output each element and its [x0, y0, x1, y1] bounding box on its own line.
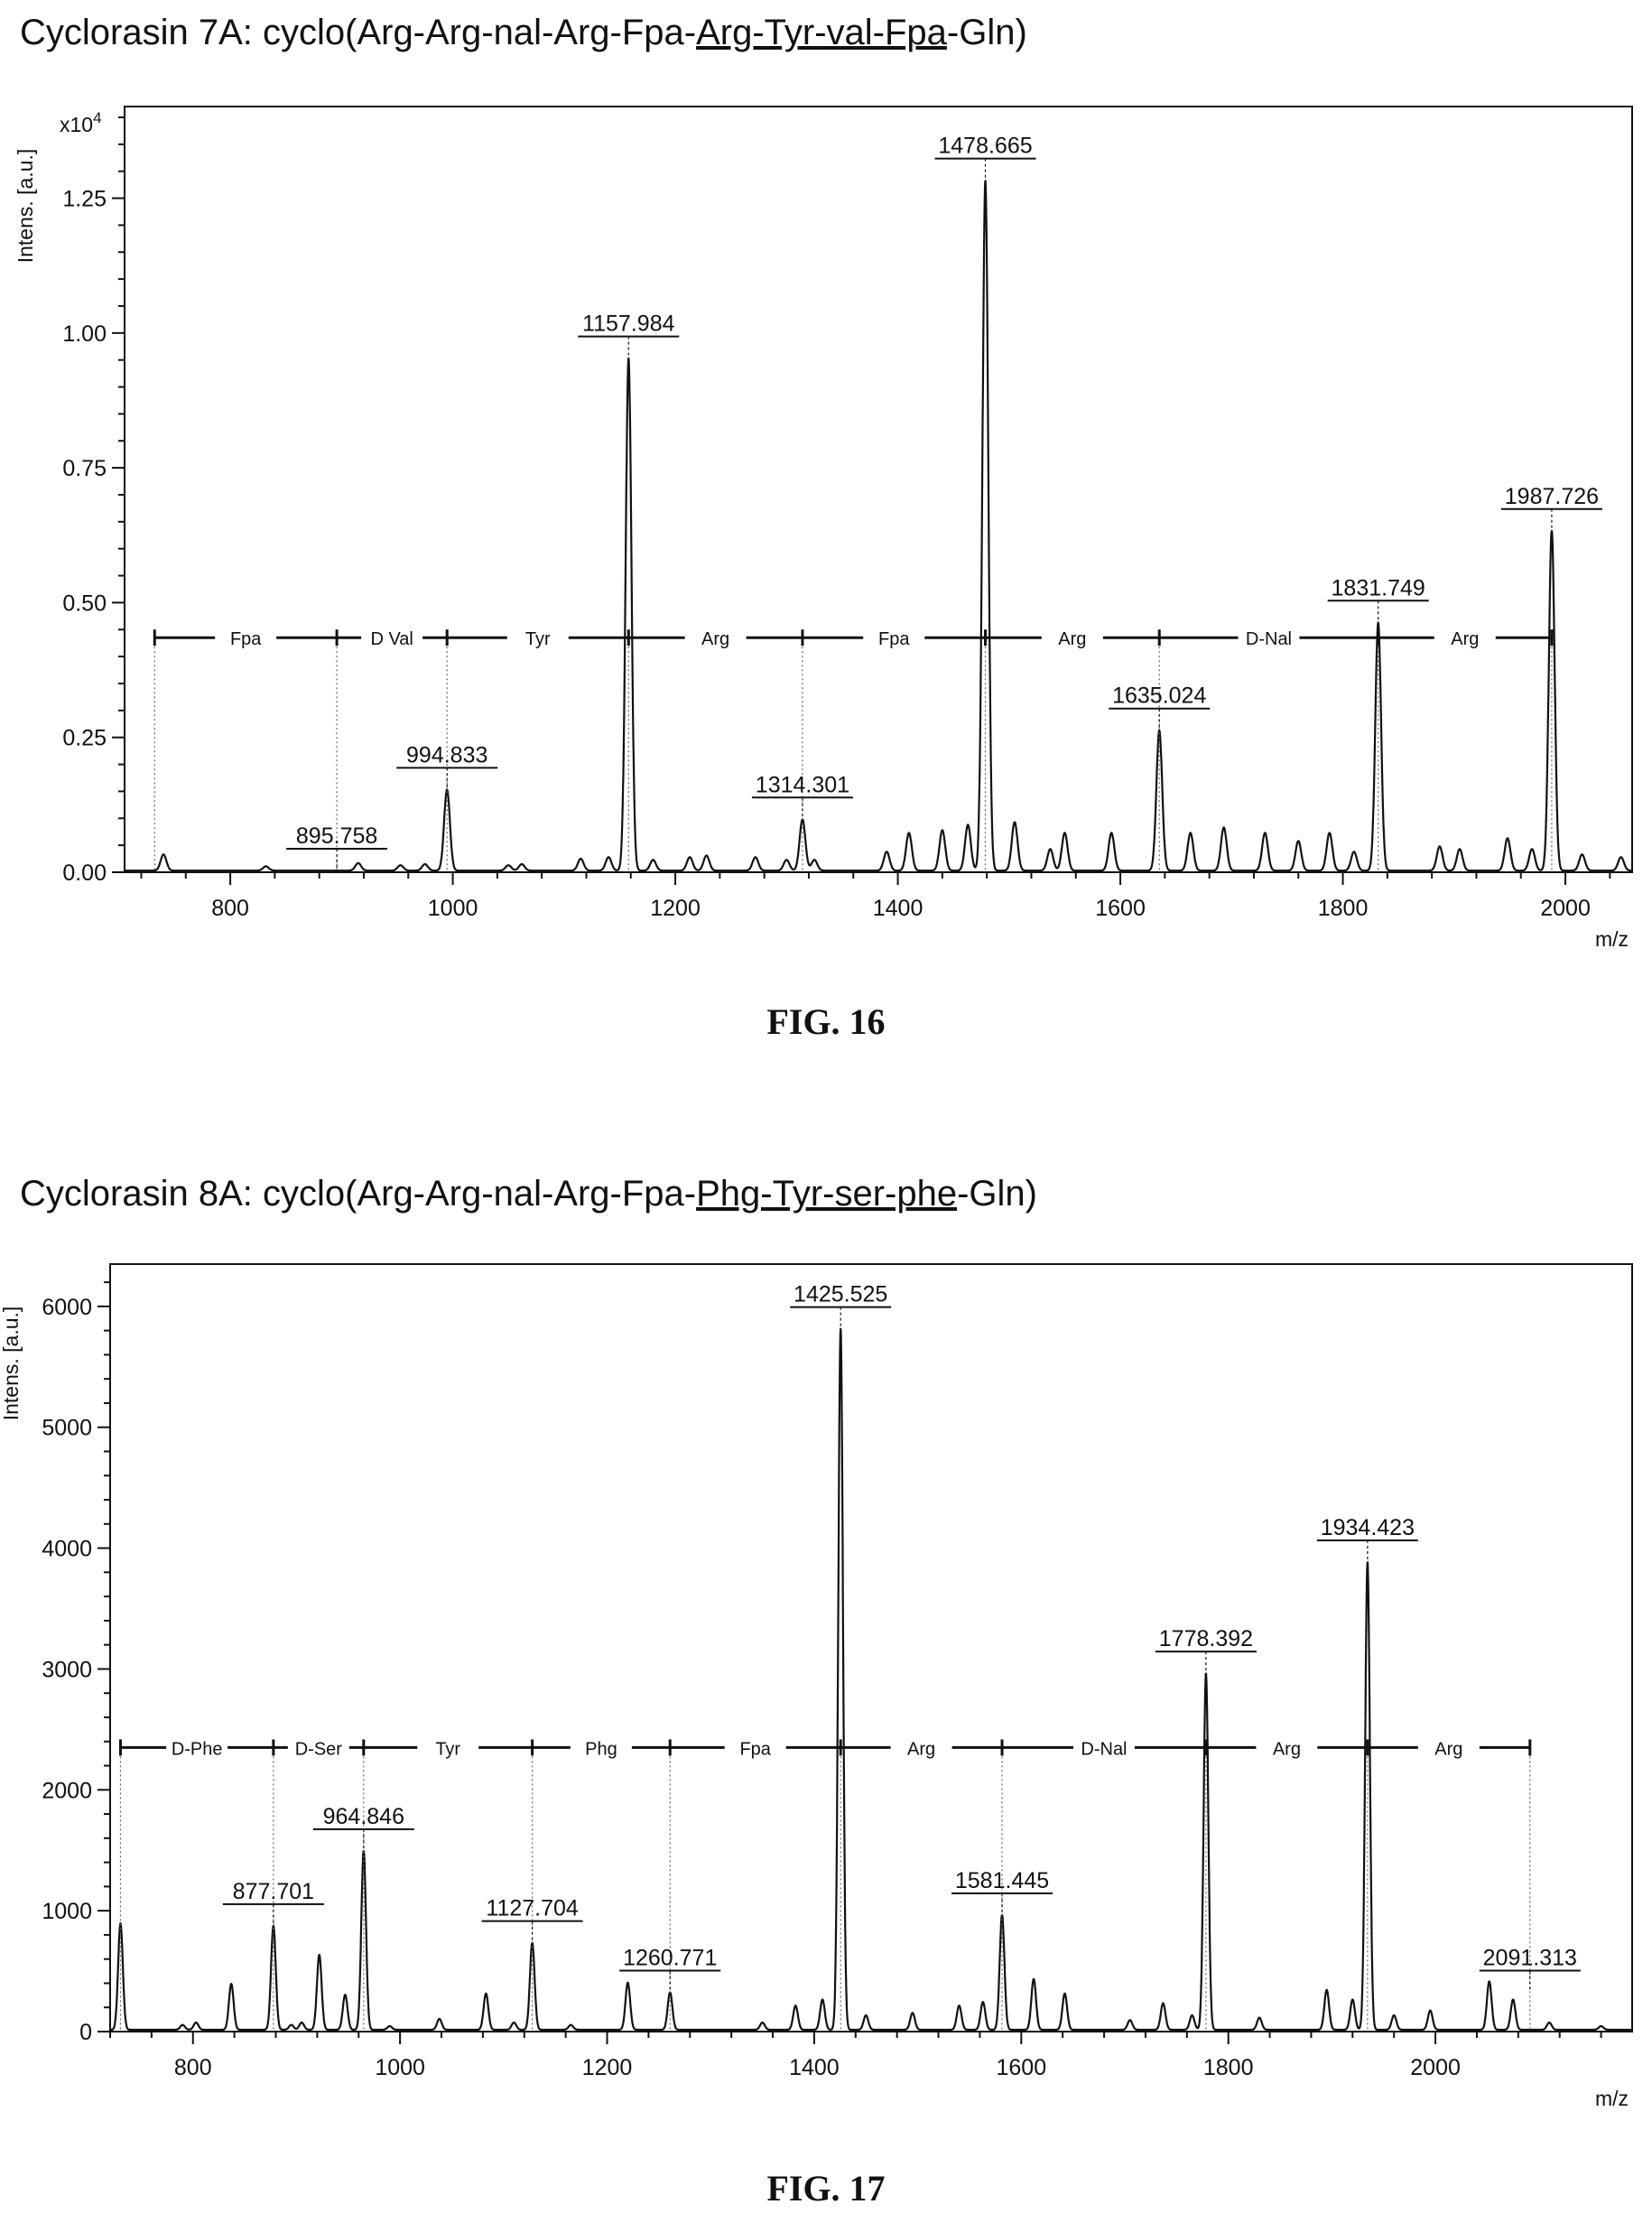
residue-label: D-Ser	[295, 1739, 343, 1759]
peak-label: 2091.313	[1483, 1946, 1577, 1971]
y-tick-label: 1000	[42, 1899, 92, 1924]
y-tick-label: 0.75	[62, 456, 107, 481]
y-tick-label: 0.00	[62, 860, 107, 886]
y-multiplier-label: x104	[60, 109, 102, 136]
residue-label: Fpa	[878, 629, 910, 649]
figure-caption-fig17: FIG. 17	[766, 2168, 886, 2209]
y-tick-label: 0.25	[62, 726, 107, 751]
peak-label: 1934.423	[1321, 1515, 1415, 1540]
x-axis-label: m/z	[1595, 927, 1629, 951]
residue-label: Arg	[907, 1739, 935, 1759]
x-tick-label: 1200	[582, 2055, 633, 2080]
spectrum-trace	[124, 180, 1633, 872]
residue-label: Tyr	[435, 1739, 460, 1759]
residue-label: D Val	[370, 629, 413, 649]
x-tick-label: 800	[174, 2055, 212, 2080]
y-tick-label: 3000	[42, 1657, 92, 1682]
y-tick-label: 5000	[42, 1416, 92, 1441]
residue-label: Phg	[585, 1739, 617, 1759]
residue-label: Arg	[701, 629, 729, 649]
figure-caption-fig16: FIG. 16	[766, 1001, 886, 1042]
peak-label: 1478.665	[938, 134, 1032, 159]
residue-label: Arg	[1273, 1739, 1301, 1759]
x-tick-label: 1600	[996, 2055, 1046, 2080]
plot-frame	[124, 106, 1633, 873]
peak-label: 1260.771	[623, 1946, 717, 1971]
spectrum-chart-fig16: 0.00 0.25 0.50 0.75 1.00 1.25 800 1000 1200 1400 1…	[14, 106, 1633, 951]
peak-label: 1635.024	[1112, 684, 1206, 709]
spectrum-chart-fig17: 0 1000 2000 3000 4000 5000 6000 800 1000 1200 1400…	[0, 1263, 1633, 2110]
x-tick-label: 2000	[1410, 2055, 1461, 2080]
residue-label: D-Nal	[1081, 1739, 1127, 1759]
y-multiplier-exponent: 4	[93, 109, 101, 126]
residue-label: Arg	[1434, 1739, 1462, 1759]
peak-label: 994.833	[406, 742, 487, 767]
peak-label: 1157.984	[582, 312, 675, 337]
peak-label: 1581.445	[955, 1868, 1049, 1893]
peak-label: 1778.392	[1159, 1626, 1253, 1651]
residue-label: Fpa	[230, 629, 262, 649]
peak-label: 1314.301	[756, 772, 849, 797]
y-tick-label: 0.50	[62, 591, 107, 616]
y-tick-label: 2000	[42, 1778, 92, 1803]
residue-label: D-Nal	[1246, 629, 1292, 649]
x-tick-label: 1400	[873, 896, 923, 921]
x-tick-label: 1800	[1318, 896, 1369, 921]
y-tick-label: 1.00	[62, 321, 107, 347]
x-tick-label: 2000	[1540, 896, 1591, 921]
peak-label: 1831.749	[1332, 575, 1425, 600]
spectrum-trace	[109, 1327, 1633, 2032]
x-tick-label: 800	[211, 896, 249, 921]
residue-label: Fpa	[739, 1739, 771, 1759]
peak-label: 964.846	[323, 1804, 404, 1829]
peak-label: 1987.726	[1505, 484, 1599, 509]
y-tick-label: 4000	[42, 1537, 92, 1562]
plot-frame	[109, 1263, 1633, 2032]
x-tick-label: 1200	[650, 896, 701, 921]
chart-title-fig16: Cyclorasin 7A: cyclo(Arg-Arg-nal-Arg-Fpa…	[20, 13, 1027, 52]
y-tick-label: 6000	[42, 1295, 92, 1320]
x-tick-label: 1600	[1095, 896, 1146, 921]
chart-title-fig17: Cyclorasin 8A: cyclo(Arg-Arg-nal-Arg-Fpa…	[20, 1174, 1037, 1214]
y-axis-label: Intens. [a.u.]	[0, 1307, 23, 1421]
residue-label: Arg	[1058, 629, 1086, 649]
x-tick-label: 1800	[1203, 2055, 1254, 2080]
x-tick-label: 1000	[375, 2055, 425, 2080]
residue-label: Arg	[1451, 629, 1479, 649]
x-tick-label: 1400	[789, 2055, 840, 2080]
peak-label: 1425.525	[794, 1282, 887, 1307]
y-axis-label: Intens. [a.u.]	[14, 149, 37, 264]
peak-label: 895.758	[296, 823, 377, 849]
peak-label: 877.701	[233, 1879, 314, 1904]
y-tick-label: 0	[79, 2020, 92, 2045]
y-tick-label: 1.25	[62, 187, 107, 212]
residue-label: Tyr	[525, 629, 551, 649]
peak-label: 1127.704	[486, 1896, 579, 1921]
x-tick-label: 1000	[428, 896, 478, 921]
residue-label: D-Phe	[172, 1739, 223, 1759]
x-axis-label: m/z	[1595, 2087, 1629, 2110]
